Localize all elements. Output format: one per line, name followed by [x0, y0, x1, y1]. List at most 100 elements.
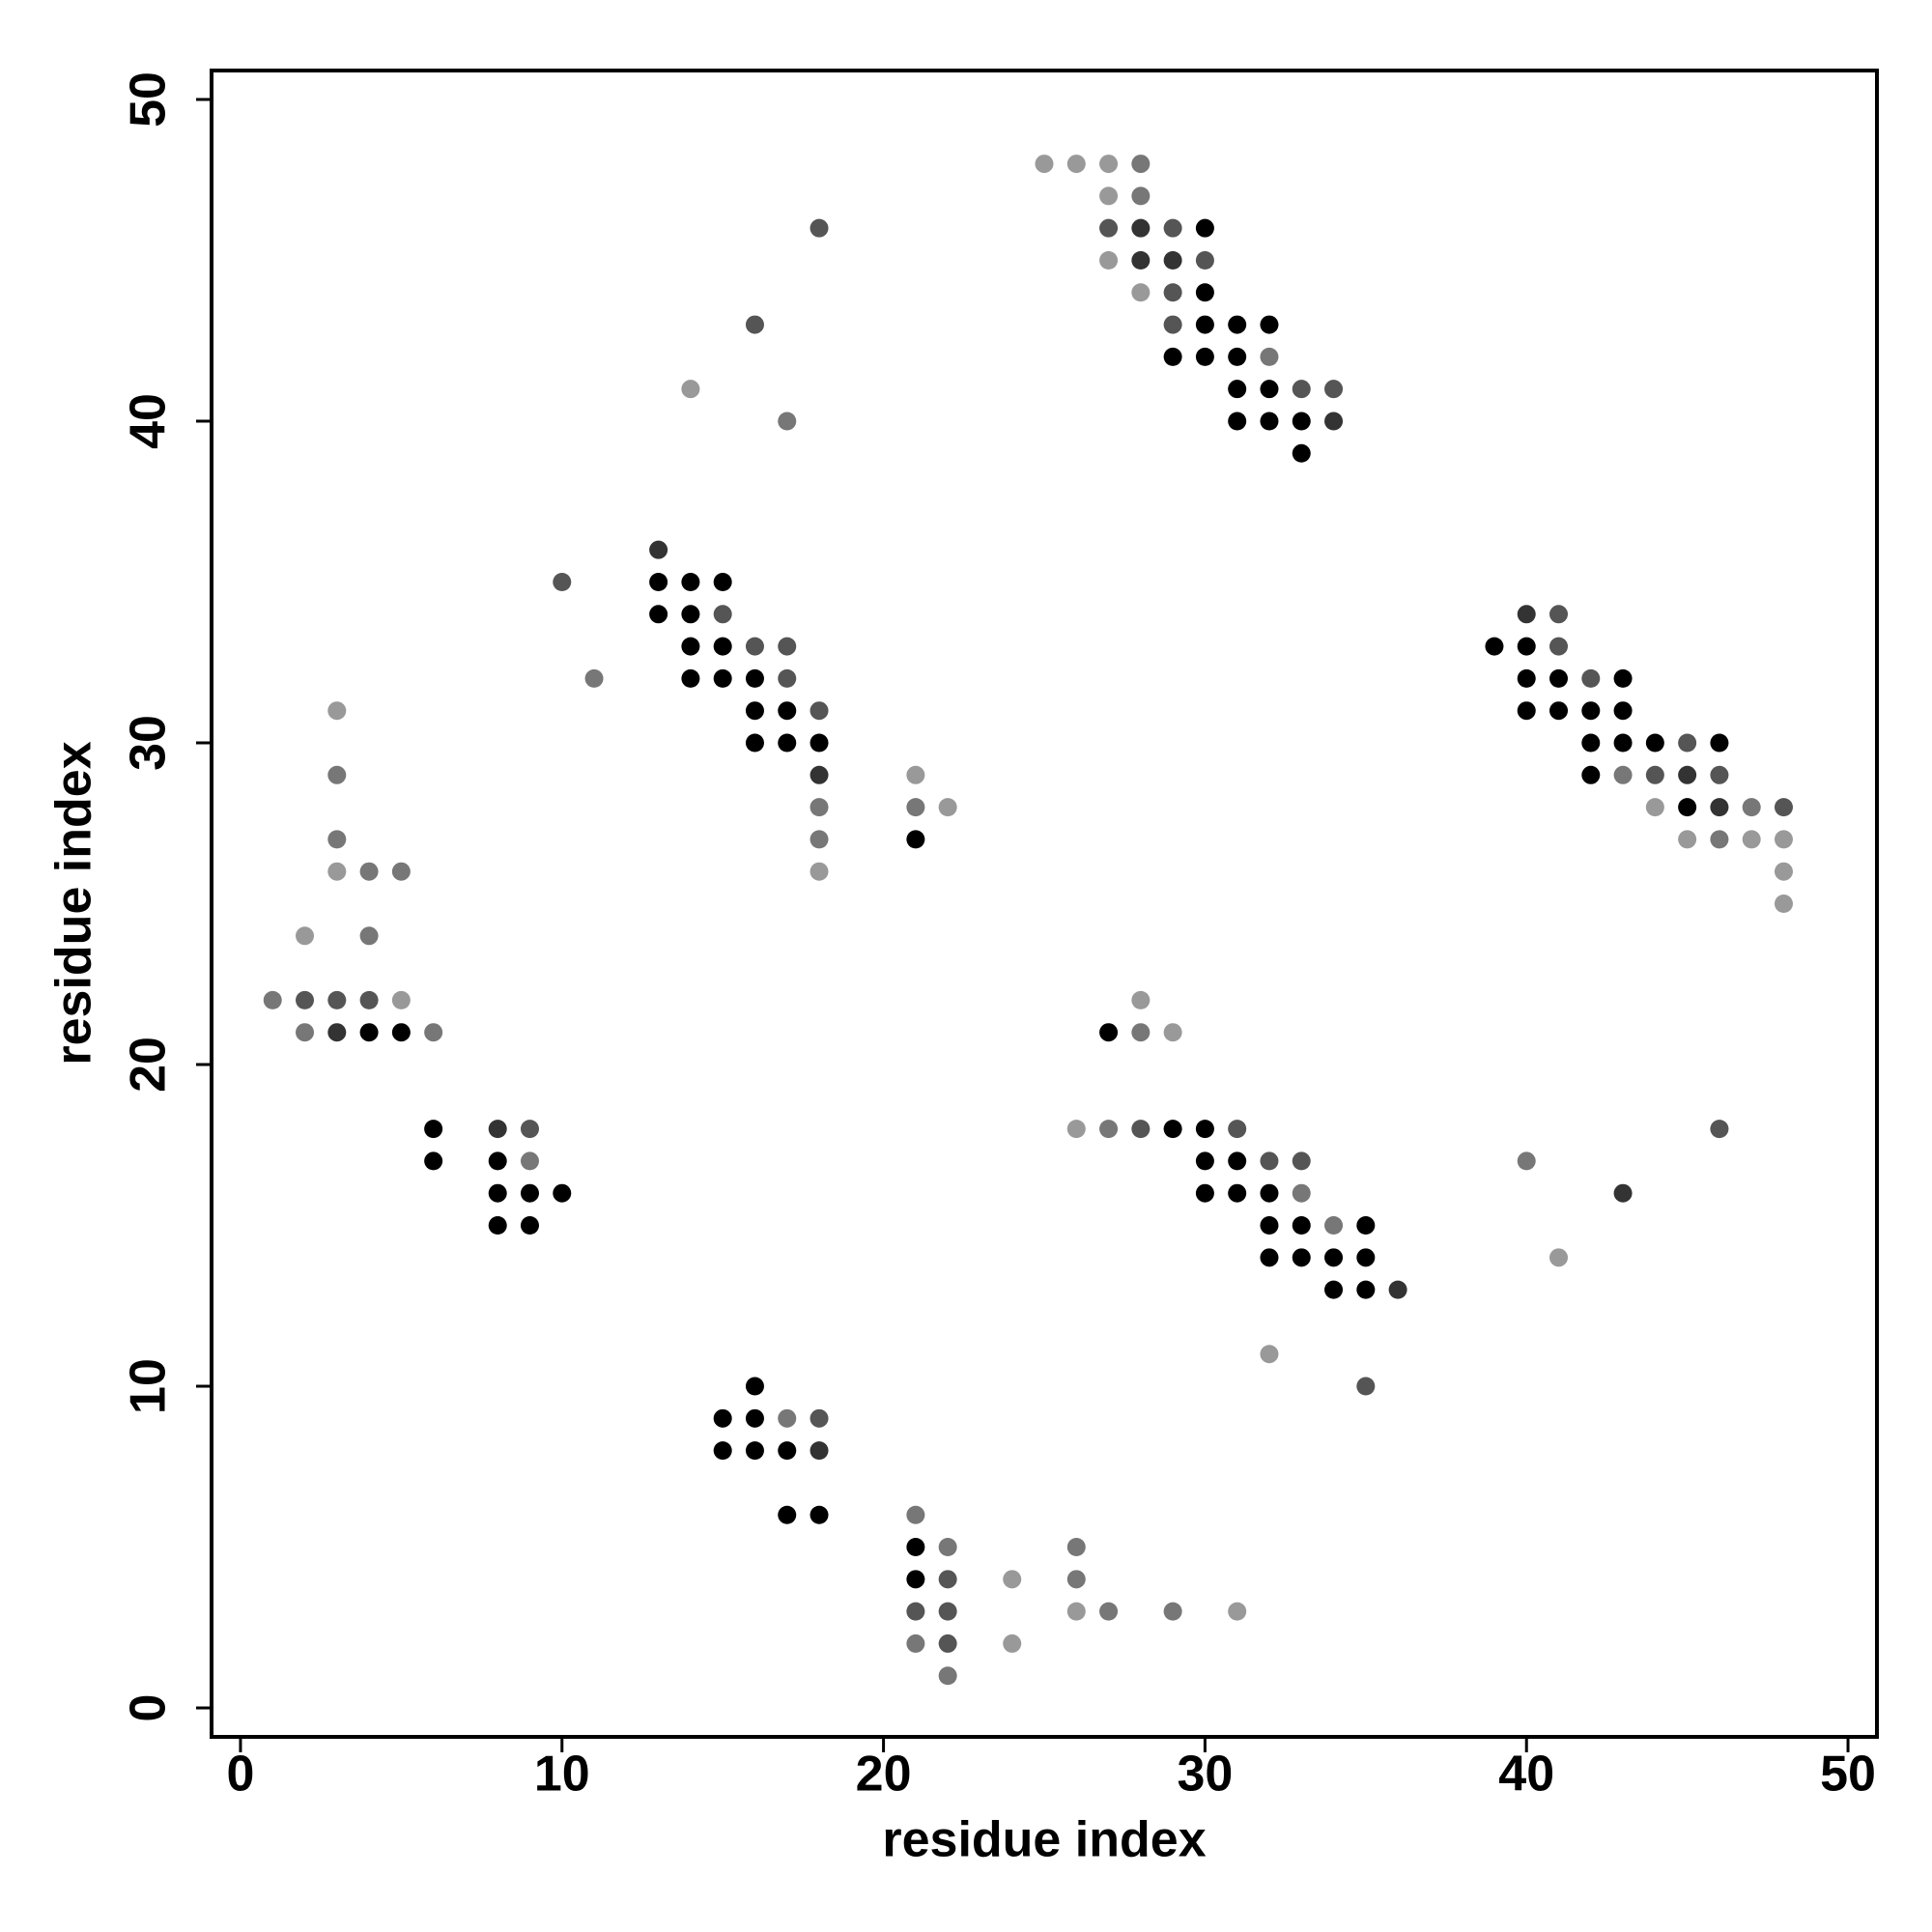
- point: [1517, 637, 1536, 656]
- point: [713, 668, 732, 688]
- point: [810, 733, 829, 753]
- point: [810, 218, 829, 238]
- point: [1260, 1216, 1279, 1236]
- point: [745, 1408, 764, 1428]
- point: [1131, 186, 1151, 206]
- point: [1195, 250, 1214, 270]
- point: [810, 830, 829, 849]
- point: [1066, 1602, 1086, 1621]
- point: [1549, 605, 1569, 624]
- point: [1228, 1151, 1247, 1171]
- point: [1195, 347, 1214, 366]
- point: [1163, 1023, 1182, 1042]
- y-tick-label: 20: [121, 1037, 177, 1093]
- point: [553, 572, 572, 591]
- point: [649, 605, 668, 624]
- point: [810, 701, 829, 721]
- point: [906, 1570, 925, 1589]
- point: [1324, 412, 1344, 431]
- point: [1163, 283, 1182, 302]
- point: [391, 990, 411, 1009]
- point: [906, 1505, 925, 1524]
- point: [1292, 1183, 1311, 1203]
- point: [1066, 1538, 1086, 1557]
- point: [778, 1408, 797, 1428]
- point: [1292, 1151, 1311, 1171]
- point: [391, 1023, 411, 1042]
- point: [681, 605, 700, 624]
- point: [1517, 605, 1536, 624]
- point: [906, 830, 925, 849]
- point: [649, 572, 668, 591]
- point: [1645, 765, 1664, 784]
- point: [1099, 218, 1119, 238]
- point: [1645, 798, 1664, 817]
- point: [1774, 798, 1793, 817]
- point: [1003, 1634, 1022, 1653]
- point: [1260, 412, 1279, 431]
- point: [1581, 668, 1601, 688]
- point: [327, 701, 347, 721]
- point: [1099, 1120, 1119, 1139]
- point: [263, 990, 282, 1009]
- point: [681, 668, 700, 688]
- point: [1099, 186, 1119, 206]
- point: [778, 1505, 797, 1524]
- point: [778, 668, 797, 688]
- point: [1195, 1151, 1214, 1171]
- point: [1517, 1151, 1536, 1171]
- x-axis-label: residue index: [882, 1812, 1206, 1868]
- point: [1260, 1345, 1279, 1364]
- point: [1710, 798, 1729, 817]
- point: [906, 798, 925, 817]
- point: [1131, 283, 1151, 302]
- point: [778, 701, 797, 721]
- point: [1517, 701, 1536, 721]
- point: [810, 798, 829, 817]
- point: [1195, 1183, 1214, 1203]
- point: [488, 1216, 507, 1236]
- y-tick-label: 10: [121, 1358, 177, 1414]
- point: [1260, 1151, 1279, 1171]
- point: [1260, 1248, 1279, 1267]
- point: [1163, 315, 1182, 334]
- point: [1678, 733, 1697, 753]
- x-tick-label: 50: [1820, 1747, 1876, 1803]
- point: [327, 862, 347, 881]
- point: [1035, 155, 1054, 174]
- point: [1228, 315, 1247, 334]
- point: [1099, 155, 1119, 174]
- point: [938, 798, 957, 817]
- point: [778, 733, 797, 753]
- point: [1388, 1280, 1407, 1299]
- point: [359, 862, 379, 881]
- point: [1131, 250, 1151, 270]
- x-tick-label: 30: [1177, 1747, 1233, 1803]
- point: [1645, 733, 1664, 753]
- point: [810, 862, 829, 881]
- point: [1195, 315, 1214, 334]
- point: [1710, 765, 1729, 784]
- point: [681, 572, 700, 591]
- point: [296, 926, 315, 946]
- point: [1195, 218, 1214, 238]
- point: [1356, 1248, 1376, 1267]
- point: [488, 1120, 507, 1139]
- point: [1710, 733, 1729, 753]
- point: [778, 637, 797, 656]
- point: [713, 572, 732, 591]
- point: [584, 668, 604, 688]
- point: [1356, 1377, 1376, 1396]
- point: [778, 1441, 797, 1461]
- point: [745, 1377, 764, 1396]
- point: [906, 1634, 925, 1653]
- point: [1678, 798, 1697, 817]
- point: [1613, 733, 1633, 753]
- point: [1131, 990, 1151, 1009]
- point: [1163, 218, 1182, 238]
- point: [1324, 1248, 1344, 1267]
- point: [296, 990, 315, 1009]
- point: [1228, 412, 1247, 431]
- point: [1099, 1023, 1119, 1042]
